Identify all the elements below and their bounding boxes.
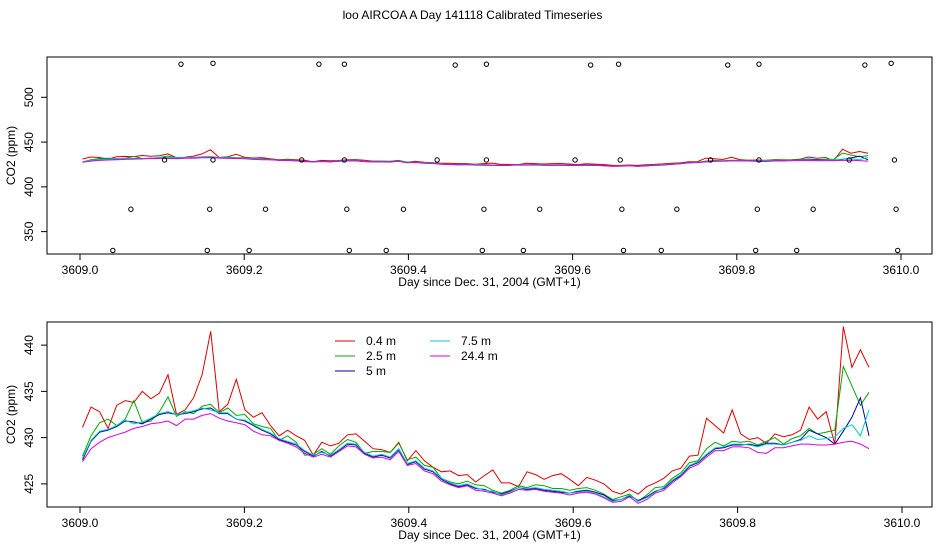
panel1-reference-point bbox=[246, 247, 252, 254]
legend-label-5-m: 5 m bbox=[366, 364, 386, 378]
panel1-reference-point bbox=[756, 157, 762, 163]
panel1-reference-point bbox=[483, 61, 490, 67]
panel1-y-tick-label: 350 bbox=[22, 221, 36, 241]
panel1-y-tick-label: 450 bbox=[22, 132, 36, 152]
panel1-y-tick-label: 400 bbox=[22, 177, 36, 197]
panel1-reference-point bbox=[316, 61, 322, 67]
panel1-x-tick-label: 3609.2 bbox=[226, 263, 263, 277]
panel1-reference-point bbox=[204, 247, 210, 254]
panel2-x-tick-label: 3610.0 bbox=[884, 516, 921, 530]
panel2-y-tick-label: 430 bbox=[22, 427, 36, 447]
panel1-reference-point bbox=[893, 206, 899, 212]
panel1-x-tick-label: 3609.8 bbox=[718, 263, 755, 277]
panel1-reference-point bbox=[341, 61, 348, 67]
panel1-reference-point bbox=[400, 206, 407, 212]
panel1-reference-point bbox=[752, 247, 759, 254]
panel1-reference-point bbox=[344, 206, 350, 212]
panel1-x-axis-label: Day since Dec. 31, 2004 (GMT+1) bbox=[398, 275, 580, 289]
panel2-y-tick-label: 425 bbox=[22, 474, 36, 494]
panel2-series-line-7-5-m bbox=[82, 407, 870, 502]
panel1-reference-point bbox=[888, 60, 894, 66]
panel2-x-tick-label: 3609.4 bbox=[390, 516, 427, 530]
panel1-reference-point bbox=[587, 62, 594, 68]
panel2-y-tick-label: 440 bbox=[22, 335, 36, 355]
panel2-plot: 0.4 m2.5 m5 m 7.5 m24.4 m bbox=[41, 321, 933, 513]
panel1-reference-point bbox=[178, 61, 184, 67]
panel1-reference-point bbox=[537, 206, 543, 212]
panel1-reference-point bbox=[756, 61, 762, 67]
panel1-plot bbox=[41, 56, 933, 260]
panel1-reference-point bbox=[810, 206, 816, 212]
panel1-reference-point bbox=[572, 157, 578, 163]
panel2-series-line-0-4-m bbox=[82, 326, 870, 495]
panel1-reference-point bbox=[210, 60, 216, 66]
panel1-series-line-2-5-m bbox=[82, 152, 869, 167]
panel1-reference-point bbox=[434, 157, 440, 163]
legend-label-2-5-m: 2.5 m bbox=[366, 349, 396, 363]
panel1-reference-point bbox=[658, 247, 664, 254]
legend-label-0-4-m: 0.4 m bbox=[366, 334, 396, 348]
panel1-reference-point bbox=[346, 247, 352, 254]
panel1-reference-point bbox=[161, 157, 168, 163]
panel1-reference-point bbox=[481, 206, 487, 212]
panel2-y-tick-label: 435 bbox=[22, 381, 36, 401]
panel2-series-line-5-m bbox=[82, 396, 870, 502]
panel2-plot-frame bbox=[46, 321, 933, 508]
panel1-reference-point bbox=[298, 157, 305, 163]
panel1-reference-point bbox=[128, 206, 134, 212]
panel1-x-tick-label: 3610.0 bbox=[883, 263, 920, 277]
panel1-reference-point bbox=[341, 157, 348, 163]
chart-title: loo AIRCOA A Day 141118 Calibrated Times… bbox=[342, 8, 603, 22]
panel1-x-tick-label: 3609.4 bbox=[390, 263, 427, 277]
panel1-reference-point bbox=[479, 247, 485, 254]
panel1-plot-frame bbox=[46, 56, 933, 255]
panel1-reference-point bbox=[262, 206, 269, 212]
panel2-y-axis-label: CO2 (ppm) bbox=[4, 385, 18, 444]
panel2-x-tick-label: 3609.2 bbox=[226, 516, 263, 530]
panel1-reference-point bbox=[110, 247, 116, 254]
panel1-reference-point bbox=[383, 247, 389, 254]
panel2-x-axis-label: Day since Dec. 31, 2004 (GMT+1) bbox=[398, 528, 580, 542]
panel2-x-tick-label: 3609.8 bbox=[719, 516, 756, 530]
panel1-reference-point bbox=[452, 62, 458, 68]
panel1-reference-point bbox=[895, 247, 901, 254]
panel1-reference-point bbox=[725, 62, 731, 68]
panel1-reference-point bbox=[207, 206, 213, 212]
legend-label-24-4-m: 24.4 m bbox=[461, 349, 498, 363]
panel1-reference-point bbox=[862, 62, 868, 68]
panel1-reference-point bbox=[520, 247, 527, 254]
panel1-reference-point bbox=[483, 157, 490, 163]
panel1-reference-point bbox=[846, 157, 852, 163]
panel1-reference-point bbox=[619, 206, 625, 212]
legend-label-7-5-m: 7.5 m bbox=[461, 334, 491, 348]
panel2-x-tick-label: 3609.6 bbox=[555, 516, 592, 530]
panel2-data bbox=[82, 326, 870, 504]
panel1-reference-point bbox=[210, 157, 216, 163]
panel1-data bbox=[82, 60, 901, 254]
panel2-series-line-2-5-m bbox=[82, 364, 870, 503]
panel1-reference-point bbox=[754, 206, 761, 212]
legend: 0.4 m2.5 m5 m 7.5 m24.4 m bbox=[335, 334, 498, 378]
panel2-x-tick-label: 3609.0 bbox=[62, 516, 99, 530]
panel2-series-line-24-4-m bbox=[82, 413, 870, 504]
panel1-series-line-24-4-m bbox=[82, 157, 869, 167]
panel1-y-axis-label: CO2 (ppm) bbox=[4, 126, 18, 185]
panel1-x-tick-label: 3609.0 bbox=[62, 263, 99, 277]
panel1-reference-point bbox=[707, 157, 714, 163]
panel1-reference-point bbox=[620, 247, 627, 254]
panel1-reference-point bbox=[617, 157, 623, 163]
panel1-x-tick-label: 3609.6 bbox=[554, 263, 591, 277]
panel1-reference-point bbox=[794, 247, 800, 254]
panel1-reference-point bbox=[615, 61, 622, 67]
panel1-reference-point bbox=[891, 157, 898, 163]
panel1-reference-point bbox=[674, 206, 680, 212]
panel1-y-tick-label: 500 bbox=[22, 87, 36, 107]
